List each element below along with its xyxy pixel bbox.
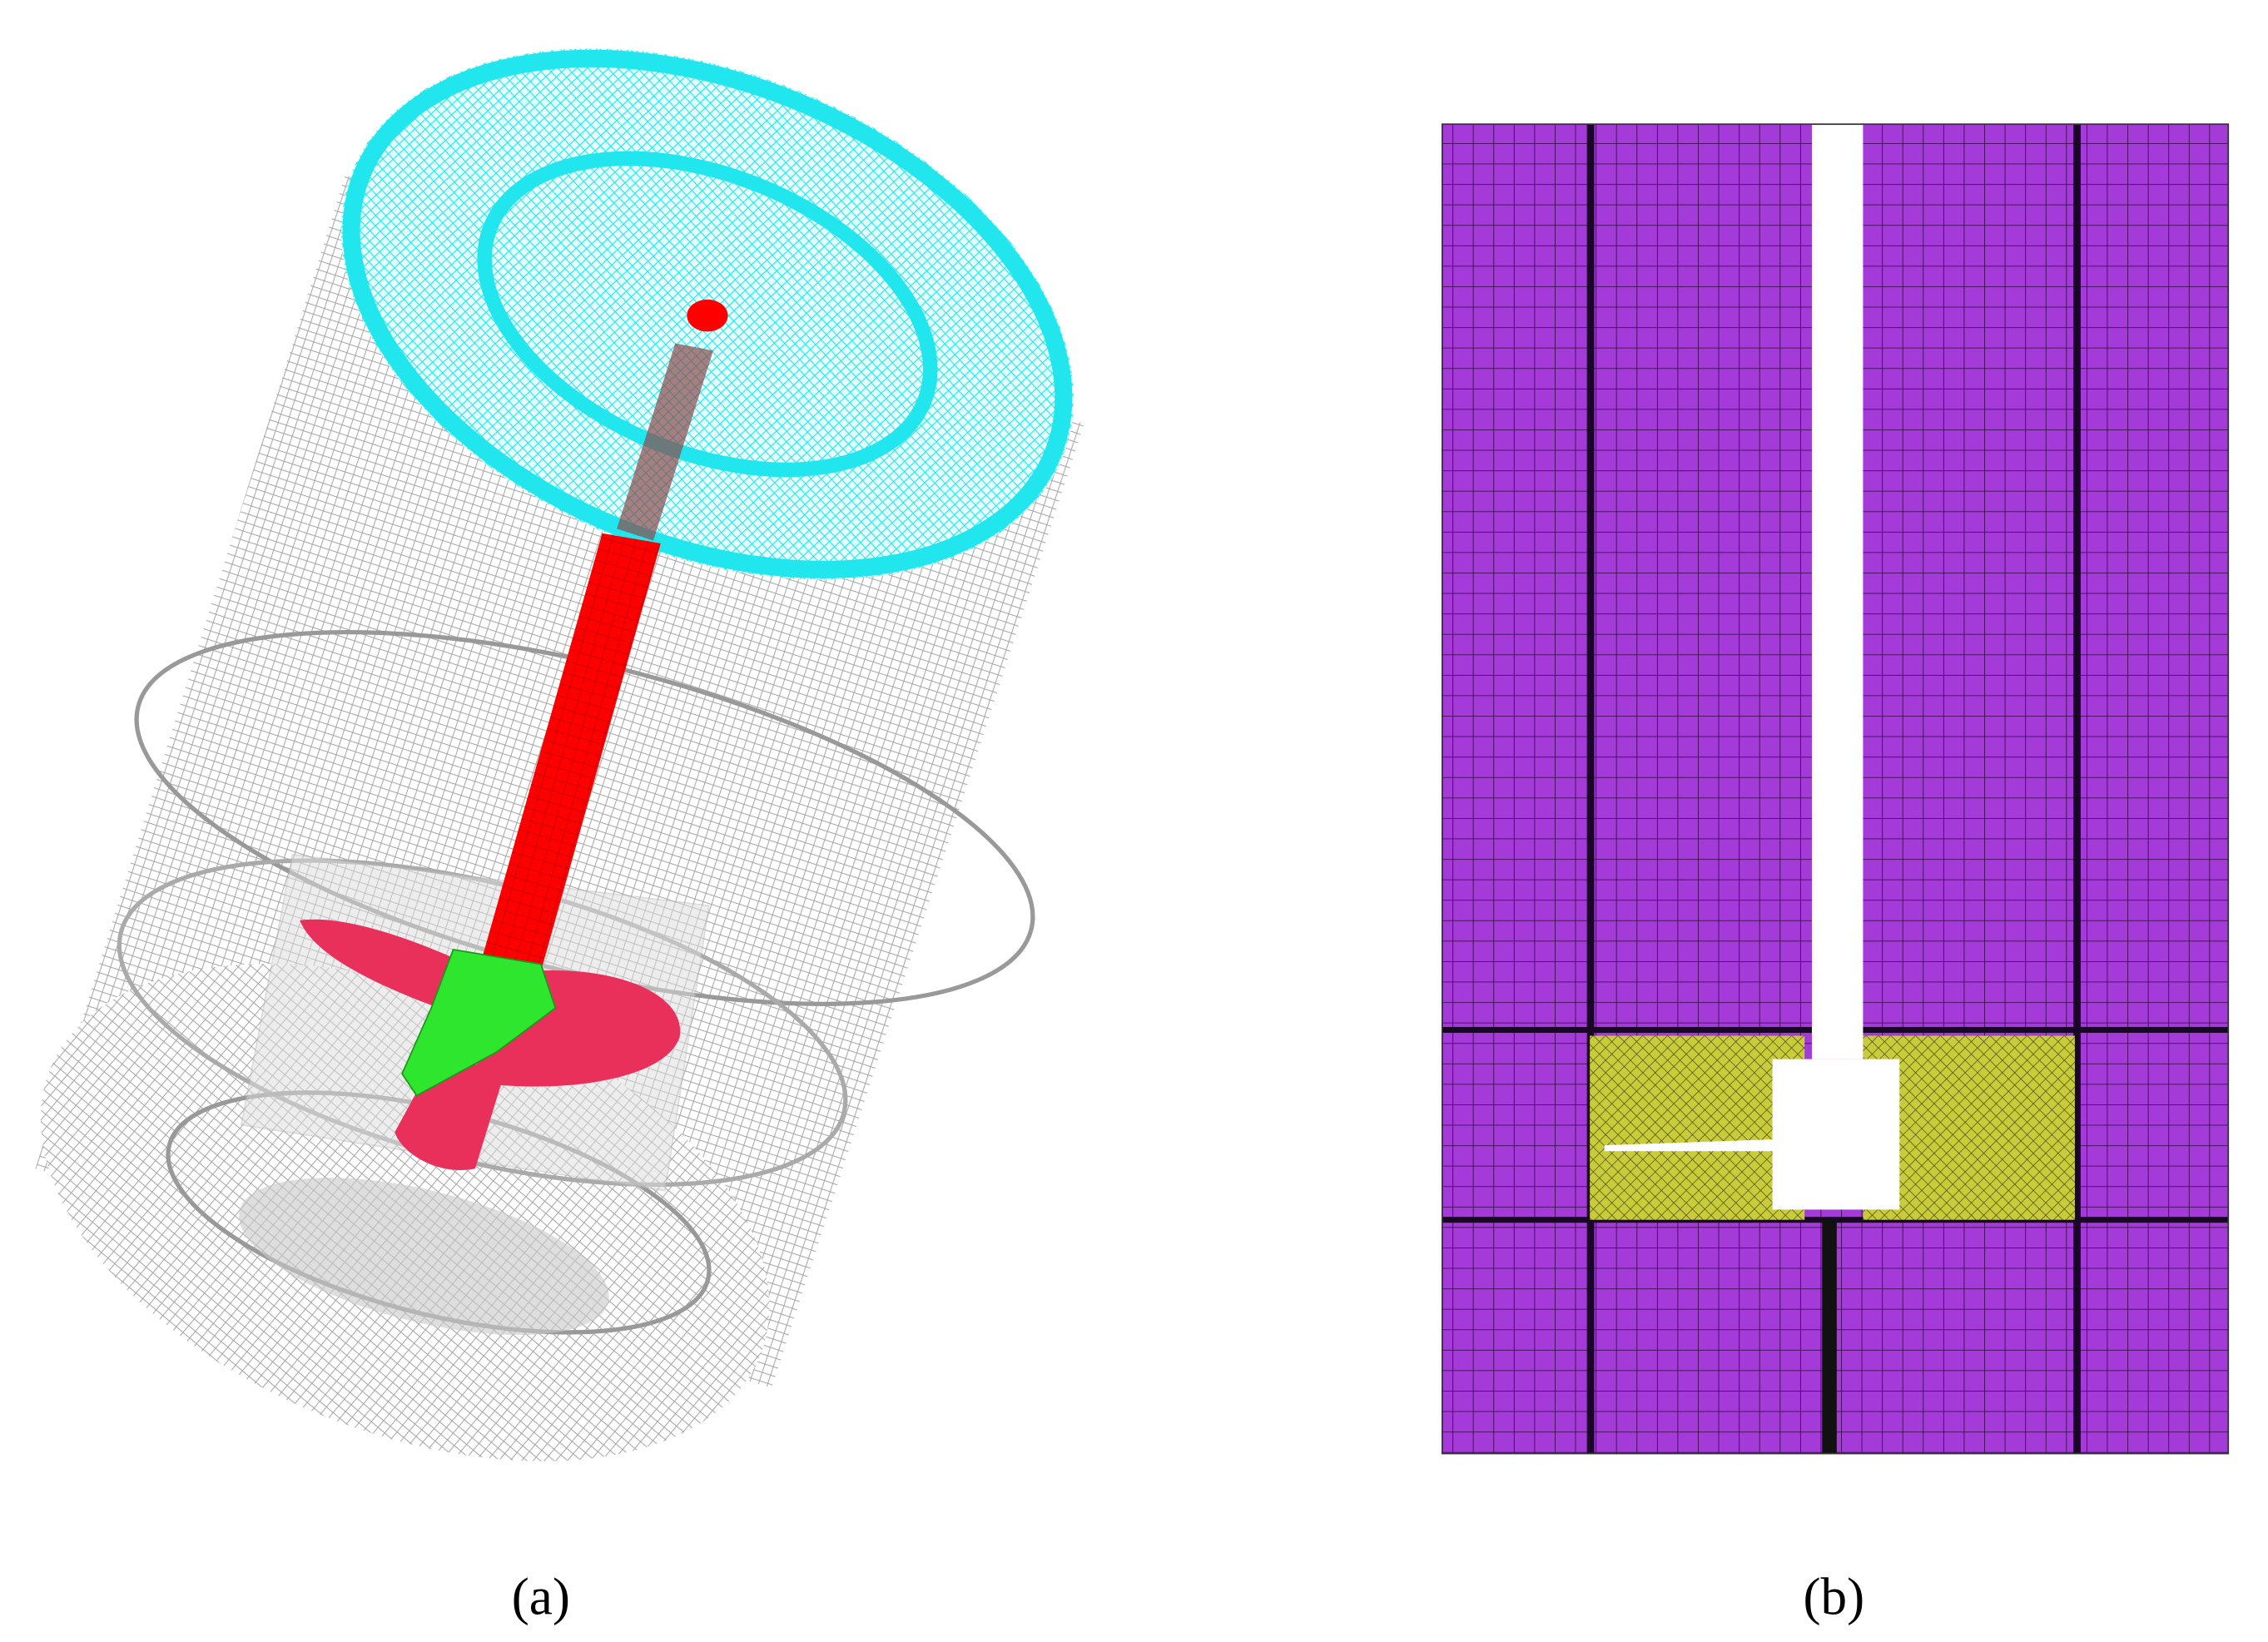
blade — [395, 1051, 504, 1170]
mesh-line — [2073, 124, 2081, 1454]
shaft — [482, 533, 661, 972]
tank-ring — [239, 1178, 609, 1336]
blade — [300, 919, 483, 1009]
panel-label: (b) — [1803, 1568, 1864, 1626]
domain-border — [1441, 123, 2230, 1455]
shaft-upper — [617, 343, 713, 541]
mesh-line — [1822, 1219, 1837, 1454]
shaft-top — [687, 299, 728, 332]
panel-a-mesh — [35, 48, 1084, 1461]
rotor-mesh — [1590, 1035, 1805, 1220]
panel-b-mesh — [1441, 123, 2230, 1455]
mesh-line — [1586, 124, 1595, 1454]
hub-void — [1772, 1059, 1900, 1210]
blade-void — [1604, 1139, 1773, 1152]
hub — [401, 948, 557, 1097]
shaft-slot — [1811, 124, 1864, 1059]
panel-label: (a) — [512, 1568, 570, 1626]
